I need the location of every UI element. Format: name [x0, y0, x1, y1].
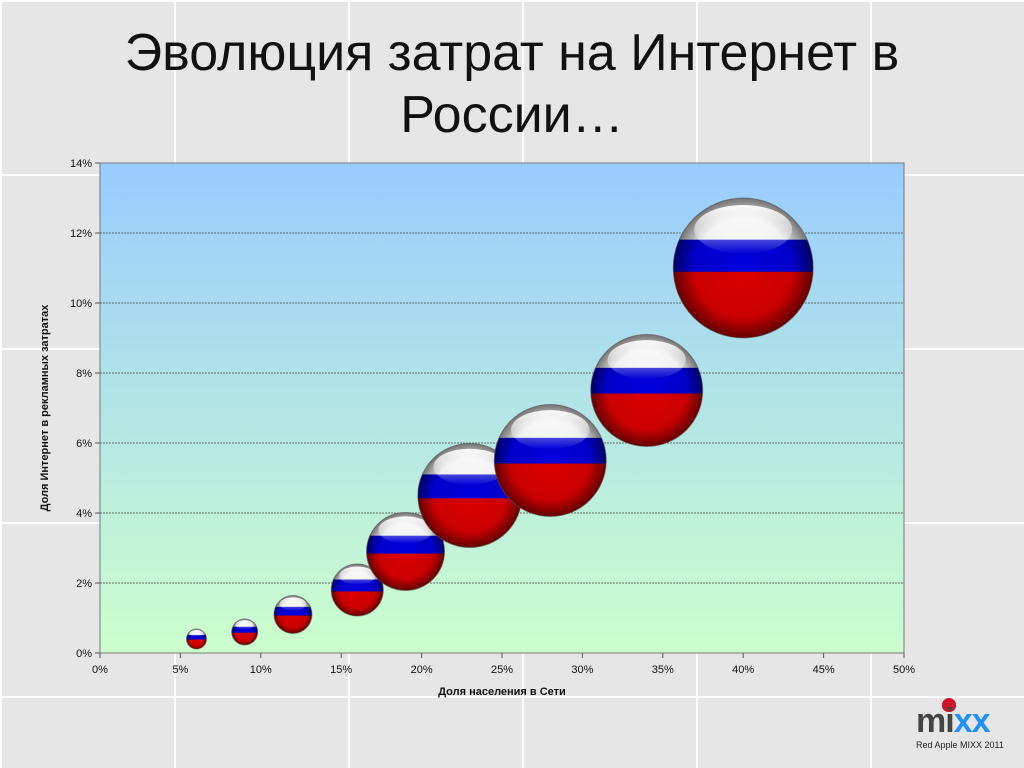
- logo-subtitle: Red Apple MIXX 2011: [916, 740, 1004, 750]
- flag-sphere-point: [366, 512, 445, 591]
- y-axis-ticks: 0% 2% 4% 6% 8% 10% 12% 14%: [70, 158, 100, 660]
- x-axis-ticks: 0% 5% 10% 15% 20% 25% 30% 35% 40% 45% 50%: [92, 653, 915, 676]
- mixx-logo: mixx Red Apple MIXX 2011: [912, 698, 1008, 756]
- x-tick-label: 50%: [893, 664, 915, 676]
- x-tick-label: 0%: [92, 664, 108, 676]
- red-apple-icon: [942, 698, 956, 712]
- flag-sphere-point: [494, 404, 607, 517]
- y-tick-label: 2%: [76, 578, 92, 590]
- y-tick-label: 4%: [76, 508, 92, 520]
- x-tick-label: 40%: [732, 664, 754, 676]
- x-tick-label: 20%: [411, 664, 433, 676]
- logo-word-xx: xx: [953, 702, 991, 740]
- y-tick-label: 10%: [70, 298, 92, 310]
- flag-sphere-point: [231, 619, 258, 645]
- y-tick-label: 6%: [76, 438, 92, 450]
- flag-sphere-point: [673, 198, 814, 338]
- flag-sphere-point: [186, 629, 207, 649]
- y-tick-label: 0%: [76, 648, 92, 660]
- flag-sphere-point: [590, 334, 703, 447]
- slide-title: Эволюция затрат на Интернет в России…: [0, 22, 1024, 146]
- flag-sphere-point: [273, 595, 312, 634]
- y-axis-title: Доля Интернет в рекламных затратах: [39, 304, 51, 512]
- x-tick-label: 15%: [330, 664, 352, 676]
- y-tick-label: 14%: [70, 158, 92, 170]
- y-tick-label: 12%: [70, 228, 92, 240]
- x-tick-label: 25%: [491, 664, 513, 676]
- y-tick-label: 8%: [76, 368, 92, 380]
- x-tick-label: 35%: [652, 664, 674, 676]
- x-axis-title: Доля населения в Сети: [438, 686, 566, 698]
- x-tick-label: 30%: [571, 664, 593, 676]
- x-tick-label: 45%: [813, 664, 835, 676]
- x-tick-label: 5%: [172, 664, 188, 676]
- x-tick-label: 10%: [250, 664, 272, 676]
- logo-word-mi: mi: [916, 702, 955, 740]
- slide-title-line1: Эволюция затрат на Интернет в: [124, 24, 900, 82]
- slide-title-line2: России…: [400, 86, 624, 144]
- logo-wordmark: mixx: [916, 702, 991, 740]
